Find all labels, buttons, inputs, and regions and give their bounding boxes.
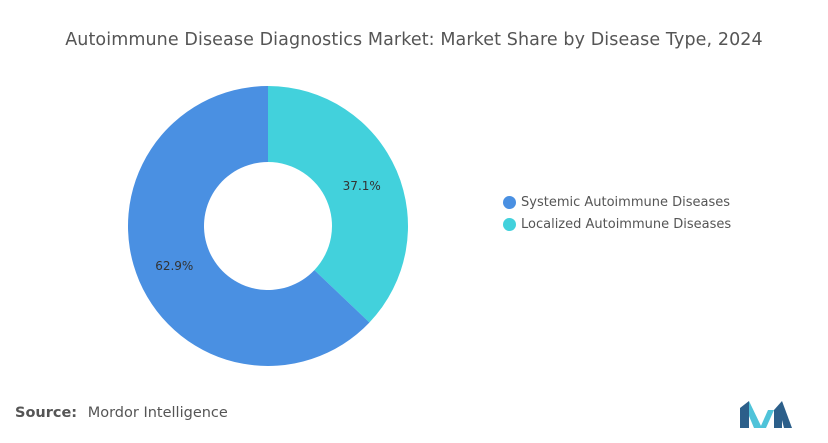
chart-legend: Systemic Autoimmune Diseases Localized A… [503,191,731,235]
legend-item-localized[interactable]: Localized Autoimmune Diseases [503,213,731,235]
source-value: Mordor Intelligence [87,405,228,421]
legend-swatch-localized [503,217,516,231]
mordor-intelligence-logo-icon [740,401,792,428]
legend-swatch-systemic [503,195,516,209]
chart-title: Autoimmune Disease Diagnostics Market: M… [65,30,763,50]
legend-label-localized: Localized Autoimmune Diseases [521,216,732,232]
source-label: Source: [15,405,78,421]
slice-systemic-label: 62.9% [155,259,193,273]
slice-localized[interactable] [268,86,408,323]
legend-item-systemic[interactable]: Systemic Autoimmune Diseases [503,191,731,213]
legend-label-systemic: Systemic Autoimmune Diseases [521,194,731,210]
source-note: Source: Mordor Intelligence [15,405,228,421]
slice-localized-label: 37.1% [343,179,381,193]
slice-systemic[interactable] [127,86,370,367]
